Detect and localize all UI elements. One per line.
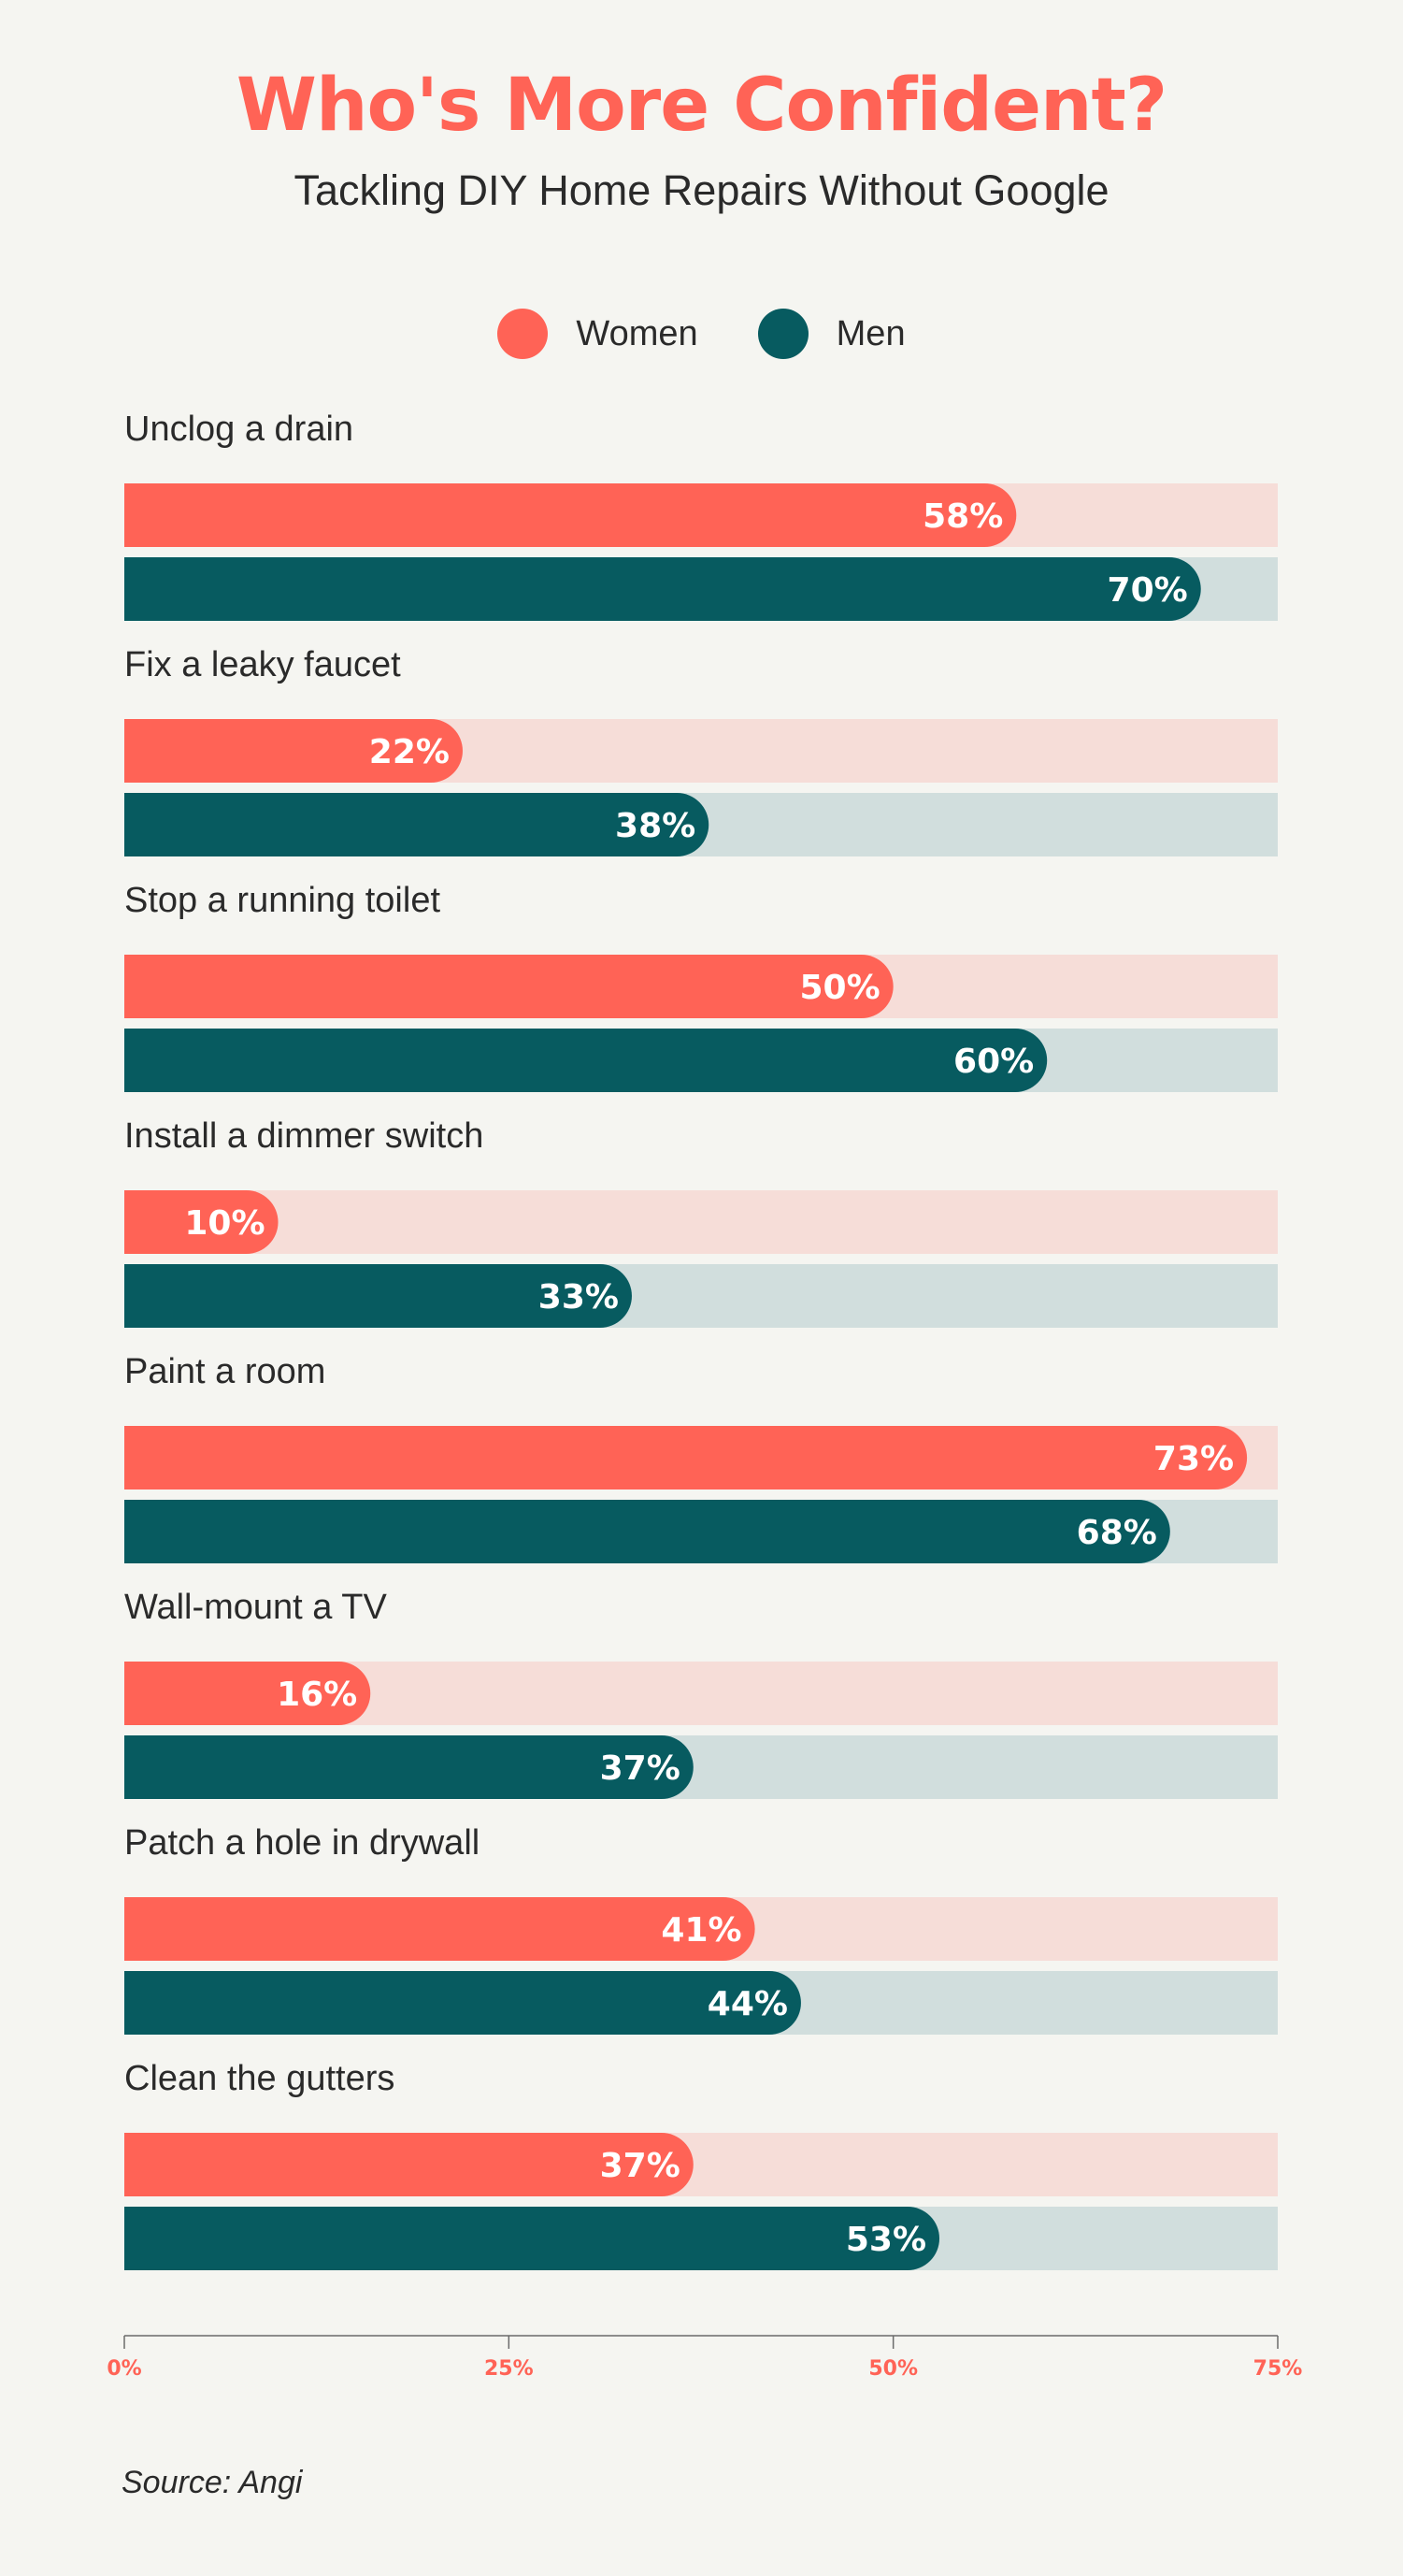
bar-women: [124, 2133, 694, 2196]
legend-swatch-men: [757, 309, 809, 359]
data-label-men: 60%: [953, 1043, 1034, 1081]
x-tick-label: 50%: [868, 2357, 918, 2381]
bar-men: [124, 557, 1201, 621]
bar-women: [124, 1662, 371, 1725]
category-label: Wall-mount a TV: [124, 1588, 388, 1627]
bar-track-women: [124, 1190, 1278, 1254]
category-label: Fix a leaky faucet: [124, 645, 401, 684]
data-label-women: 41%: [661, 1911, 741, 1950]
bar-men: [124, 1264, 632, 1328]
bar-men: [124, 2207, 940, 2270]
legend-label-men: Men: [836, 313, 906, 353]
bar-men: [124, 1500, 1170, 1563]
data-label-men: 37%: [600, 1749, 680, 1788]
data-label-men: 53%: [846, 2221, 926, 2259]
data-label-women: 37%: [600, 2147, 680, 2185]
data-label-women: 16%: [277, 1676, 357, 1714]
category-label: Patch a hole in drywall: [124, 1823, 480, 1863]
data-label-women: 22%: [369, 733, 450, 771]
category-label: Stop a running toilet: [124, 881, 440, 920]
bar-women: [124, 1426, 1248, 1489]
bar-women: [124, 1897, 755, 1961]
legend: Women Men: [0, 309, 1403, 359]
x-tick-label: 75%: [1253, 2357, 1303, 2381]
chart-title: Who's More Confident?: [236, 64, 1167, 148]
data-label-men: 33%: [538, 1278, 619, 1317]
bar-women: [124, 1190, 279, 1254]
data-label-women: 10%: [184, 1204, 265, 1243]
bar-women: [124, 955, 894, 1018]
data-label-women: 73%: [1153, 1440, 1234, 1478]
data-label-women: 50%: [799, 969, 880, 1007]
category-label: Unclog a drain: [124, 410, 353, 449]
bar-men: [124, 793, 709, 856]
legend-label-women: Women: [576, 313, 698, 353]
bar-women: [124, 719, 463, 783]
x-tick-label: 25%: [484, 2357, 534, 2381]
data-label-women: 58%: [923, 497, 1003, 536]
data-label-men: 70%: [1108, 571, 1188, 610]
category-label: Paint a room: [124, 1352, 325, 1391]
data-label-men: 38%: [615, 807, 695, 845]
data-label-men: 68%: [1077, 1514, 1157, 1552]
category-label: Install a dimmer switch: [124, 1116, 483, 1156]
legend-item-men: Men: [757, 309, 906, 359]
source-note: Source: Angi: [122, 2465, 303, 2500]
x-tick-label: 0%: [107, 2357, 141, 2381]
legend-item-women: Women: [497, 309, 698, 359]
category-label: Clean the gutters: [124, 2059, 394, 2098]
bar-women: [124, 483, 1017, 547]
bar-men: [124, 1971, 801, 2035]
chart-subtitle: Tackling DIY Home Repairs Without Google: [293, 166, 1110, 214]
legend-swatch-women: [497, 309, 549, 359]
bar-men: [124, 1735, 694, 1799]
data-label-men: 44%: [708, 1985, 788, 2023]
bar-men: [124, 1029, 1048, 1092]
